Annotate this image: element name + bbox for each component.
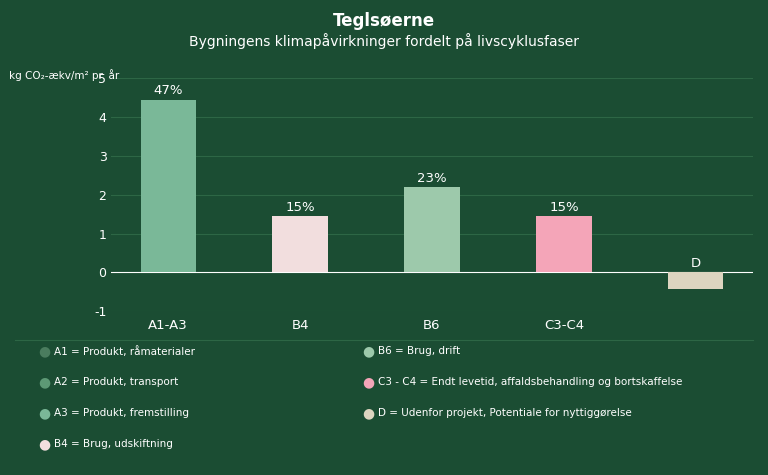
Text: 23%: 23% <box>417 171 447 185</box>
Text: C3 - C4 = Endt levetid, affaldsbehandling og bortskaffelse: C3 - C4 = Endt levetid, affaldsbehandlin… <box>378 377 682 388</box>
Bar <box>273 216 328 272</box>
Text: ●: ● <box>362 406 375 420</box>
Text: 15%: 15% <box>285 201 315 214</box>
Text: A1 = Produkt, råmaterialer: A1 = Produkt, råmaterialer <box>54 346 195 357</box>
Text: kg CO₂-ækv/m² pr. år: kg CO₂-ækv/m² pr. år <box>9 69 120 81</box>
Bar <box>668 272 723 289</box>
Text: ●: ● <box>38 375 51 389</box>
Text: Bygningens klimapåvirkninger fordelt på livscyklusfaser: Bygningens klimapåvirkninger fordelt på … <box>189 33 579 49</box>
Bar <box>141 100 196 272</box>
Text: D: D <box>690 257 701 270</box>
Text: Teglsøerne: Teglsøerne <box>333 12 435 30</box>
Text: 47%: 47% <box>154 85 183 97</box>
Text: D = Udenfor projekt, Potentiale for nyttiggørelse: D = Udenfor projekt, Potentiale for nytt… <box>378 408 631 418</box>
Text: A2 = Produkt, transport: A2 = Produkt, transport <box>54 377 178 388</box>
Text: 15%: 15% <box>549 201 579 214</box>
Text: ●: ● <box>362 344 375 359</box>
Text: ●: ● <box>38 437 51 451</box>
Bar <box>536 216 591 272</box>
Text: B6 = Brug, drift: B6 = Brug, drift <box>378 346 460 357</box>
Text: ●: ● <box>38 406 51 420</box>
Bar <box>404 187 460 272</box>
Text: B4 = Brug, udskiftning: B4 = Brug, udskiftning <box>54 439 173 449</box>
Text: ●: ● <box>362 375 375 389</box>
Text: ●: ● <box>38 344 51 359</box>
Text: A3 = Produkt, fremstilling: A3 = Produkt, fremstilling <box>54 408 189 418</box>
